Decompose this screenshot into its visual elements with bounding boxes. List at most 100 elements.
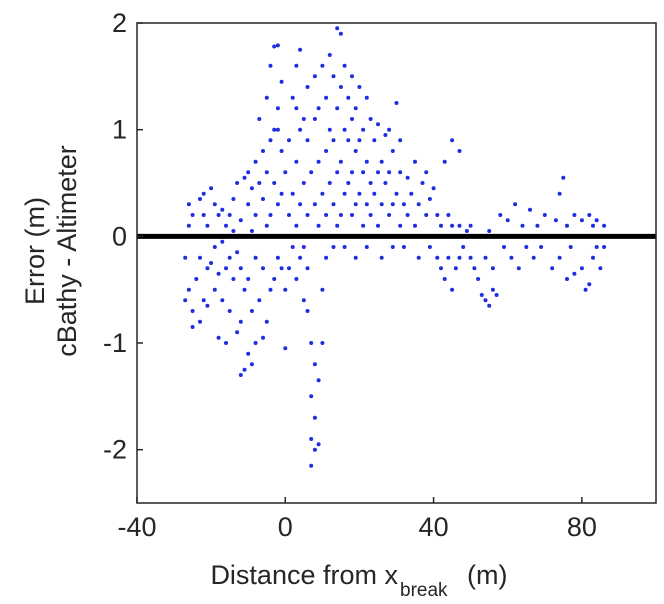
data-point [553,218,558,223]
data-point [205,266,210,271]
data-point [372,138,377,143]
data-point [457,255,462,260]
data-point [298,255,303,260]
data-point [290,95,295,100]
data-point [357,85,362,89]
data-point [220,207,225,212]
data-point [198,197,202,201]
data-point [298,202,303,207]
data-point [283,287,288,292]
data-point [350,74,354,79]
data-point [346,95,351,100]
data-point [483,255,488,260]
data-point [238,218,243,223]
data-point [249,186,254,191]
data-point [235,181,240,185]
data-point [350,117,354,121]
data-point [301,181,306,185]
data-point [424,170,429,175]
data-point [505,218,510,223]
data-point [320,287,325,292]
data-point [357,191,362,196]
data-point [312,362,317,367]
data-point [468,223,473,228]
data-point [528,207,532,212]
data-point [490,266,495,271]
data-point [212,202,217,207]
x-axis-label-subscript: break [400,580,448,601]
data-point [253,213,258,217]
data-point [316,106,321,111]
data-point [468,255,473,260]
data-point [346,138,351,143]
data-point [398,223,403,228]
data-point [324,255,329,260]
data-point [294,223,299,228]
data-point [327,127,332,132]
data-point [572,271,577,276]
data-point [383,181,388,185]
y-tick-label: 1 [112,115,127,145]
data-point [301,245,306,249]
y-tick-label: 0 [112,221,127,251]
data-point [565,277,569,281]
data-point [416,255,421,260]
data-point [502,245,506,249]
data-point [275,43,280,48]
data-point [201,213,206,217]
data-point [457,223,462,228]
data-point [594,245,599,249]
data-point [387,213,392,217]
data-point [242,287,247,292]
data-point [387,170,392,175]
x-tick-label: 0 [278,512,293,542]
data-point [405,175,410,180]
data-point [320,191,325,196]
data-point [290,245,295,249]
data-point [557,255,562,260]
data-point [476,277,481,281]
points-layer [183,26,607,468]
data-point [283,170,288,175]
data-point [231,197,236,201]
data-point [324,213,329,217]
data-point [479,293,484,297]
data-point [275,106,280,111]
data-point [231,277,236,281]
data-point [186,202,191,207]
data-point [364,245,369,249]
data-point [301,117,306,121]
data-point [216,213,221,217]
data-point [598,266,603,271]
data-point [298,47,303,52]
data-point [353,149,358,153]
data-point [602,223,607,228]
data-point [446,213,451,217]
data-point [353,106,358,111]
data-point [350,170,354,175]
data-point [309,437,314,441]
data-point [383,133,388,137]
data-point [246,277,251,281]
data-point [427,245,432,249]
data-point [190,213,195,217]
data-point [294,159,299,164]
data-point [257,181,262,185]
data-point [264,223,269,228]
data-point [227,309,232,313]
data-point [264,170,269,175]
data-point [309,341,314,345]
data-point [253,341,258,345]
data-point [249,229,254,233]
data-point [568,245,573,249]
data-point [320,63,325,68]
data-point [324,149,329,153]
data-point [583,287,588,292]
data-point [272,181,277,185]
data-point [272,44,277,49]
data-point [279,191,284,196]
data-point [413,223,417,228]
data-point [361,127,366,132]
data-point [450,287,455,292]
data-point [331,138,336,143]
